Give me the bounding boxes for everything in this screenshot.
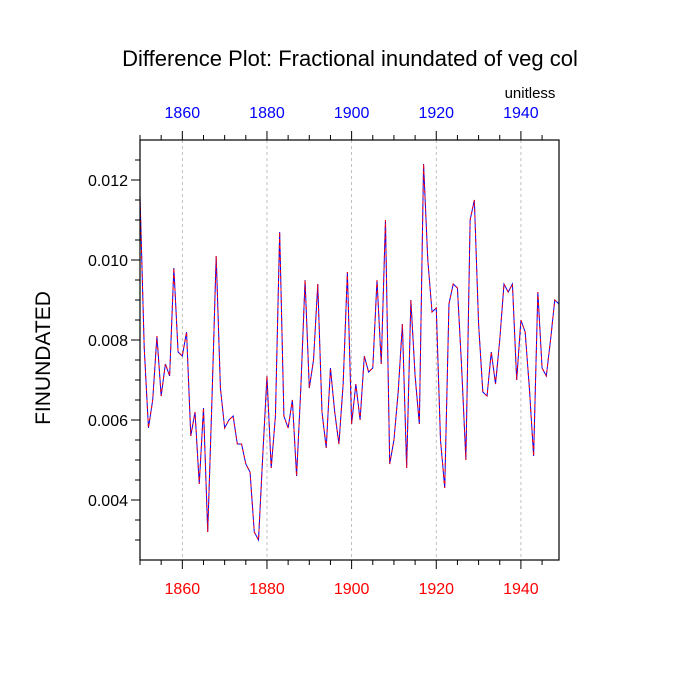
y-tick-label: 0.006	[88, 413, 128, 430]
x-tick-label-bottom: 1880	[249, 581, 285, 598]
series-line-dashed	[139, 163, 560, 542]
x-tick-label-bottom: 1940	[503, 581, 539, 598]
series-line	[139, 163, 560, 542]
y-axis-label: FINUNDATED	[32, 291, 55, 425]
chart-title: Difference Plot: Fractional inundated of…	[122, 46, 578, 71]
x-tick-label-top: 1880	[249, 105, 285, 122]
y-tick-label: 0.008	[88, 333, 128, 350]
tick-labels: 1860 1860 1880 1880 1900 1900 1920 1920 1940 1940…	[88, 105, 539, 598]
axis-ticks	[131, 131, 543, 569]
x-tick-label-top: 1920	[418, 105, 454, 122]
y-tick-label: 0.010	[88, 253, 128, 270]
x-tick-label-top: 1860	[165, 105, 201, 122]
grid-lines	[181, 140, 522, 560]
x-tick-label-bottom: 1860	[165, 581, 201, 598]
y-tick-label: 0.004	[88, 493, 128, 510]
plot-frame	[139, 139, 560, 561]
y-tick-label: 0.012	[88, 173, 128, 190]
x-tick-label-top: 1900	[334, 105, 370, 122]
series-group	[139, 163, 560, 542]
units-label: unitless	[505, 85, 556, 102]
x-tick-label-top: 1940	[503, 105, 539, 122]
x-tick-label-bottom: 1900	[334, 581, 370, 598]
x-tick-label-bottom: 1920	[418, 581, 454, 598]
